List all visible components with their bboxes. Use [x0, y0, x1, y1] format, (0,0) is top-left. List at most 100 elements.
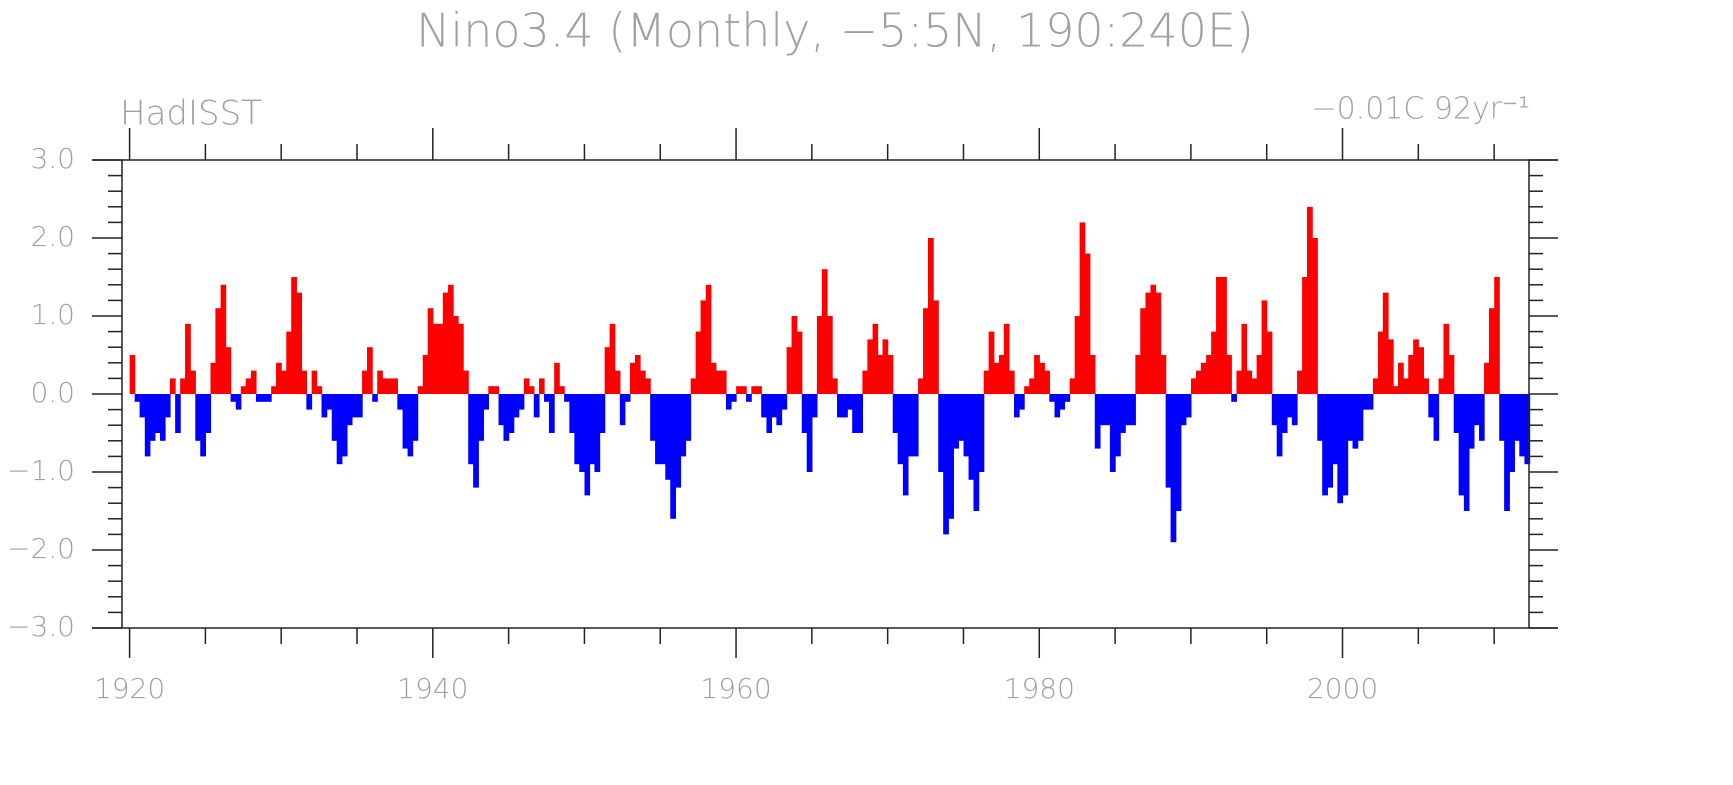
bar: [715, 370, 722, 394]
bar: [781, 394, 788, 410]
bar: [816, 316, 823, 394]
bar: [255, 394, 262, 402]
bar: [427, 308, 434, 394]
bar: [574, 394, 580, 465]
y-tick-label: −2.0: [7, 532, 75, 565]
bar: [1054, 394, 1061, 418]
bar: [1094, 394, 1101, 449]
bar: [1029, 378, 1035, 394]
bar: [978, 394, 985, 472]
bar: [1069, 378, 1076, 394]
bar: [791, 316, 798, 394]
bar: [1256, 355, 1263, 394]
bar: [1362, 394, 1369, 410]
bar: [892, 394, 899, 433]
bar: [1458, 394, 1465, 496]
bar: [266, 394, 272, 402]
bar: [341, 394, 348, 457]
bar: [1468, 394, 1475, 449]
bars: [129, 206, 1531, 543]
bar: [432, 323, 439, 394]
bar: [690, 378, 697, 394]
bar: [1266, 331, 1273, 394]
y-tick-label: 2.0: [30, 220, 75, 253]
bar: [518, 394, 525, 410]
bar: [771, 394, 778, 418]
bar: [185, 323, 191, 394]
bar: [705, 284, 712, 394]
bar: [402, 394, 409, 449]
bar: [1261, 300, 1268, 394]
bar: [998, 355, 1005, 394]
bar: [1332, 394, 1339, 465]
bar: [1109, 394, 1116, 472]
bar: [821, 269, 828, 394]
bar: [710, 362, 717, 394]
bar: [336, 394, 343, 465]
bar: [786, 347, 793, 394]
bar: [1499, 394, 1505, 441]
bar: [533, 394, 540, 418]
bar: [756, 386, 762, 394]
bar: [1347, 394, 1354, 441]
bar: [700, 300, 707, 394]
bar: [624, 394, 631, 402]
bar: [483, 394, 489, 410]
bar: [306, 394, 313, 410]
bar: [1276, 394, 1283, 457]
bar: [1140, 308, 1147, 394]
bar: [1200, 362, 1207, 394]
bar: [1185, 394, 1192, 418]
bar: [902, 394, 909, 496]
bar: [397, 394, 404, 410]
bar: [498, 394, 505, 426]
bar: [569, 394, 575, 433]
bar: [907, 394, 914, 457]
bar: [1034, 355, 1040, 394]
bar: [1413, 339, 1419, 394]
bar: [1307, 206, 1313, 394]
bar: [1403, 378, 1409, 394]
bar: [1509, 394, 1515, 472]
bar: [1337, 394, 1344, 504]
bar: [862, 370, 869, 394]
bar: [645, 378, 651, 394]
bar: [1281, 394, 1288, 433]
bar: [1211, 331, 1217, 394]
annotation: −0.01C 92yr⁻¹: [1311, 92, 1530, 127]
bar: [407, 394, 414, 457]
bar: [948, 394, 954, 519]
bar: [1327, 394, 1334, 488]
bar: [437, 323, 444, 394]
bar: [442, 292, 449, 394]
bar: [1226, 355, 1232, 394]
bar: [650, 394, 656, 441]
bar: [761, 394, 767, 418]
bar: [973, 394, 980, 511]
bar: [169, 378, 176, 394]
bar: [164, 394, 171, 418]
bar: [271, 386, 277, 394]
bar: [220, 284, 227, 394]
bar: [134, 394, 141, 402]
bar: [1074, 316, 1081, 394]
bar: [1231, 394, 1237, 402]
bar: [1044, 370, 1050, 394]
bar: [837, 394, 843, 418]
bar: [200, 394, 206, 457]
bar: [1352, 394, 1359, 449]
bar: [720, 370, 727, 394]
bar: [1206, 355, 1212, 394]
bar: [746, 394, 752, 402]
bar: [1039, 362, 1045, 394]
bar: [215, 308, 222, 394]
bar: [1190, 378, 1197, 394]
bar: [478, 394, 484, 441]
bar: [453, 316, 459, 394]
bar: [943, 394, 949, 535]
bar: [983, 370, 990, 394]
bar: [159, 394, 166, 441]
bar: [468, 394, 474, 465]
bar: [1377, 331, 1384, 394]
bar: [422, 355, 429, 394]
